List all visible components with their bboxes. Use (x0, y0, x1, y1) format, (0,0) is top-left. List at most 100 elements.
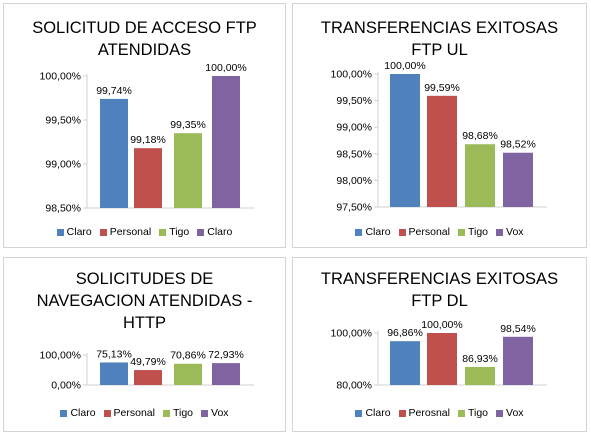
bar (212, 76, 240, 208)
bar (503, 336, 533, 385)
chart-title-line: HTTP (122, 314, 167, 332)
legend-swatch (398, 228, 406, 236)
bar (390, 74, 420, 207)
chart-title-line: NAVEGACION ATENDIDAS - (36, 292, 253, 310)
y-tick-label: 80,00% (336, 380, 372, 392)
legend-label: Claro (365, 226, 391, 239)
data-label: 86,93% (462, 353, 498, 365)
data-label: 72,93% (208, 349, 244, 361)
chart-title-line: SOLICITUDES DE (75, 270, 214, 288)
legend-item: Claro (60, 407, 96, 420)
legend-item: Personal (103, 407, 155, 420)
legend-item: Personal (99, 226, 152, 239)
chart-title: TRANSFERENCIAS EXITOSAS FTP UL (293, 17, 586, 61)
bar (100, 362, 128, 385)
legend-label: Personal (109, 226, 152, 239)
legend-item: Claro (355, 407, 391, 420)
y-tick-label: 100,00% (331, 328, 372, 340)
data-label: 100,00% (205, 62, 246, 74)
legend-label: Claro (70, 407, 96, 420)
y-tick-label: 97,50% (336, 202, 372, 214)
legend-swatch (201, 409, 209, 417)
legend-swatch (159, 228, 167, 236)
legend-item: Vox (496, 226, 524, 238)
data-label: 49,79% (130, 356, 166, 368)
legend-swatch (355, 228, 363, 236)
chart-plot: 98,50% 99,00% 99,50% 100,00% 99,74% 99,18% 99,… (40, 62, 254, 215)
legend-item: Perosnal (398, 407, 450, 420)
legend-swatch (457, 409, 465, 417)
legend-swatch (496, 409, 504, 417)
bar (503, 152, 533, 207)
data-label: 100,00% (421, 319, 462, 331)
y-tick-label: 99,00% (336, 122, 372, 134)
data-label: 99,74% (96, 85, 132, 97)
legend-label: Vox (506, 407, 524, 420)
chart-plot: 0,00% 100,00% 75,13%49,79% 70,86% 72,93% (40, 348, 254, 392)
legend-item: Personal (398, 226, 450, 239)
legend-swatch (398, 409, 406, 417)
data-label: 96,86% (387, 327, 423, 339)
legend-item: Tigo (159, 226, 189, 238)
legend-swatch (457, 228, 465, 236)
legend-swatch (56, 228, 64, 236)
y-tick-label: 99,00% (45, 159, 81, 171)
chart-plot: 97,50% 98,00% 98,50% 99,00% 99,50% 100,00% 100… (331, 60, 547, 214)
legend-item: Vox (496, 407, 524, 419)
chart-plot: 80,00%100,00% 96,86%100,00%86,93%98,54% (331, 319, 547, 392)
chart-title-line: FTP DL (411, 292, 468, 310)
bar (100, 98, 128, 208)
y-tick-label: 98,50% (45, 203, 81, 215)
legend-label: Personal (408, 226, 450, 239)
data-label: 99,59% (424, 82, 460, 94)
data-label: 70,86% (170, 350, 206, 362)
legend-label: Claro (365, 407, 391, 420)
legend-item: Tigo (457, 226, 489, 239)
legend-label: Perosnal (408, 407, 450, 420)
chart-legend: Claro Personal Tigo Vox (4, 407, 285, 419)
data-label: 98,68% (462, 130, 498, 142)
legend-item: Vox (201, 407, 229, 419)
bar (427, 95, 457, 207)
chart-title: TRANSFERENCIAS EXITOSAS FTP DL (293, 268, 586, 312)
legend-label: Tigo (172, 407, 194, 420)
legend-label: Tigo (467, 226, 489, 239)
chart-title-line: SOLICITUD DE ACCESO FTP (32, 19, 257, 37)
bar (465, 144, 495, 207)
chart-title-line: TRANSFERENCIAS EXITOSAS (320, 270, 559, 288)
chart-title: SOLICITUDES DE NAVEGACION ATENDIDAS - HT… (4, 268, 285, 334)
y-tick-label: 99,50% (336, 95, 372, 107)
legend-item: Tigo (457, 407, 489, 420)
chart-title-line: FTP UL (411, 41, 468, 59)
bar (212, 363, 240, 385)
y-tick-label: 100,00% (331, 69, 372, 81)
bar (134, 370, 162, 385)
chart-legend: Claro Personal Tigo Claro (4, 226, 285, 238)
legend-label: Vox (506, 226, 524, 239)
legend-swatch (355, 409, 363, 417)
chart-title-line: TRANSFERENCIAS EXITOSAS (320, 19, 559, 37)
legend-swatch (103, 409, 111, 417)
y-tick-label: 100,00% (40, 71, 81, 83)
bar (427, 333, 457, 385)
bar (174, 363, 202, 385)
chart-panel-ftp-dl: TRANSFERENCIAS EXITOSAS FTP DL 80,00% 100… (292, 257, 587, 432)
legend-item: Claro (355, 226, 391, 239)
y-tick-label: 100,00% (40, 350, 81, 362)
legend-label: Vox (211, 407, 229, 420)
legend-label: Claro (66, 226, 92, 239)
legend-label: Tigo (467, 407, 489, 420)
bar (174, 133, 202, 208)
chart-panel-ftp-access: SOLICITUD DE ACCESO FTP ATENDIDAS 98,50%… (3, 3, 286, 248)
data-label: 100,00% (384, 60, 425, 72)
legend-swatch (60, 409, 68, 417)
chart-panel-ftp-ul: TRANSFERENCIAS EXITOSAS FTP UL 97,50% 98,… (292, 3, 587, 248)
bar (390, 341, 420, 385)
data-label: 75,13% (96, 348, 132, 360)
legend-swatch (99, 228, 107, 236)
legend-swatch (162, 409, 170, 417)
legend-swatch (197, 228, 205, 236)
legend-label: Personal (113, 407, 155, 420)
legend-item: Tigo (162, 407, 194, 420)
chart-panel-http: SOLICITUDES DE NAVEGACION ATENDIDAS - HT… (3, 257, 286, 432)
